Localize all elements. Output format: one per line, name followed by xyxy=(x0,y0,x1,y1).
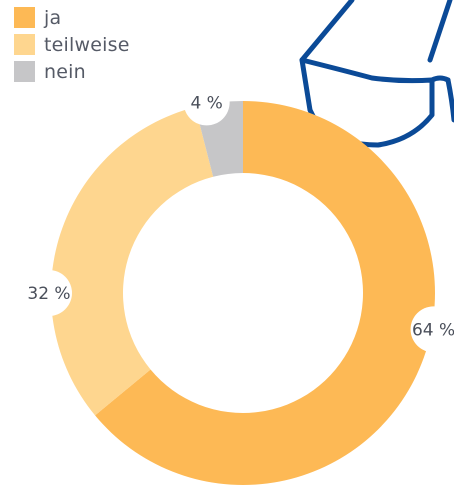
slice-label-bg-ja xyxy=(410,306,454,353)
legend-label-teilweise: teilweise xyxy=(44,33,130,56)
donut-slice-labels: 64 % 32 % 4 % xyxy=(26,79,454,353)
legend: ja teilweise nein xyxy=(14,4,130,85)
glasses-temple-right xyxy=(427,0,453,63)
slice-label-nein: 4 % xyxy=(190,93,222,113)
legend-label-ja: ja xyxy=(44,6,62,29)
glasses-lens-right xyxy=(445,77,454,123)
glasses-icon xyxy=(299,0,454,148)
glasses-temple-left xyxy=(299,0,355,63)
legend-item-teilweise: teilweise xyxy=(14,31,130,58)
donut-slice-teilweise xyxy=(50,107,214,416)
legend-swatch-teilweise xyxy=(14,34,35,55)
donut-slice-ja xyxy=(95,101,435,486)
slice-label-teilweise: 32 % xyxy=(27,284,70,304)
slice-label-bg-teilweise xyxy=(26,270,72,316)
donut-slices xyxy=(50,101,435,486)
slice-label-bg-nein xyxy=(183,79,230,126)
legend-item-nein: nein xyxy=(14,58,130,85)
slice-label-ja: 64 % xyxy=(412,320,454,340)
legend-swatch-ja xyxy=(14,7,35,28)
legend-label-nein: nein xyxy=(44,60,86,83)
legend-item-ja: ja xyxy=(14,4,130,31)
legend-swatch-nein xyxy=(14,61,35,82)
